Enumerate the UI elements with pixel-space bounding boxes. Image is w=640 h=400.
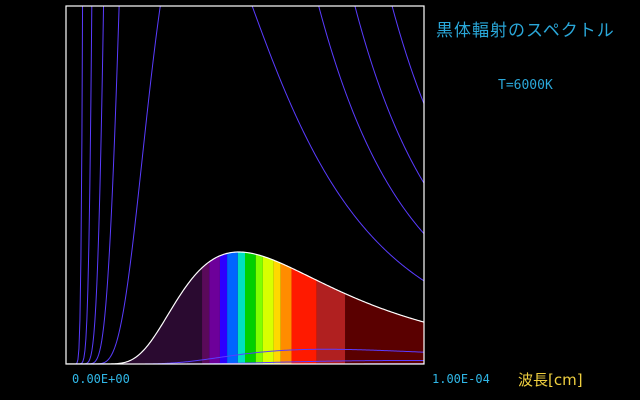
infrared-region	[345, 293, 424, 364]
spectrum-band-5	[245, 252, 256, 364]
spectrum-curve-10000k	[66, 6, 424, 364]
spectrum-band-4	[237, 252, 245, 364]
spectrum-band-3	[227, 252, 238, 364]
spectrum-curve-12000k	[66, 6, 424, 364]
x-axis-max-label: 1.00E-04	[432, 372, 490, 386]
spectrum-band-11	[316, 280, 346, 364]
spectrum-band-1	[209, 255, 220, 364]
spectrum-band-8	[273, 260, 281, 364]
highlighted-curve-6000k	[66, 251, 424, 364]
spectrum-curve-3000k	[66, 360, 424, 364]
plot-frame	[65, 5, 425, 365]
spectrum-band-2	[219, 253, 228, 364]
temperature-label: T=6000K	[498, 78, 553, 93]
x-axis-unit-label: 波長[cm]	[518, 371, 583, 389]
spectrum-band-0	[202, 261, 210, 364]
spectrum-band-9	[280, 263, 292, 364]
chart-title: 黒体輻射のスペクトル	[436, 21, 615, 41]
spectrum-band-6	[255, 254, 263, 364]
spectrum-band-10	[291, 268, 317, 364]
spectrum-curve-4000k	[66, 348, 424, 364]
spectrum-curve-8000k	[66, 6, 424, 364]
ultraviolet-region	[66, 267, 203, 364]
x-axis-min-label: 0.00E+00	[72, 372, 130, 386]
spectrum-band-7	[262, 256, 274, 364]
